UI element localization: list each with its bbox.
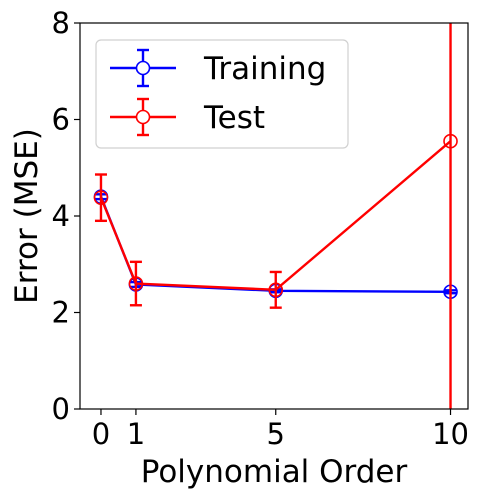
x-tick-label: 5 bbox=[267, 417, 285, 451]
y-tick-label: 8 bbox=[52, 6, 70, 40]
data-point bbox=[268, 282, 284, 298]
y-tick-label: 4 bbox=[52, 199, 70, 233]
y-axis-label: Error (MSE) bbox=[9, 128, 45, 304]
x-tick-label: 10 bbox=[432, 417, 469, 451]
legend-marker bbox=[135, 60, 151, 76]
series-test bbox=[93, 23, 458, 409]
data-point bbox=[443, 133, 458, 149]
legend-entry-training: Training bbox=[110, 48, 326, 88]
y-tick-label: 6 bbox=[52, 103, 70, 137]
legend-label: Test bbox=[203, 100, 265, 136]
y-tick-label: 0 bbox=[52, 392, 70, 426]
series-line-test bbox=[99, 140, 452, 292]
legend-entry-test: Test bbox=[110, 97, 265, 137]
x-tick-label: 1 bbox=[127, 417, 145, 451]
x-axis-label: Polynomial Order bbox=[141, 454, 408, 490]
legend-label: Training bbox=[203, 51, 326, 87]
x-tick-label: 0 bbox=[92, 417, 110, 451]
data-point bbox=[93, 190, 109, 205]
y-axis: 0 2 4 6 8 bbox=[52, 6, 80, 426]
y-tick-label: 2 bbox=[52, 296, 70, 330]
plot-marks bbox=[93, 23, 458, 409]
x-axis: 0 1 5 10 bbox=[92, 409, 469, 451]
legend: Training Test bbox=[95, 39, 349, 149]
legend-marker bbox=[135, 109, 151, 125]
data-point bbox=[128, 276, 144, 291]
